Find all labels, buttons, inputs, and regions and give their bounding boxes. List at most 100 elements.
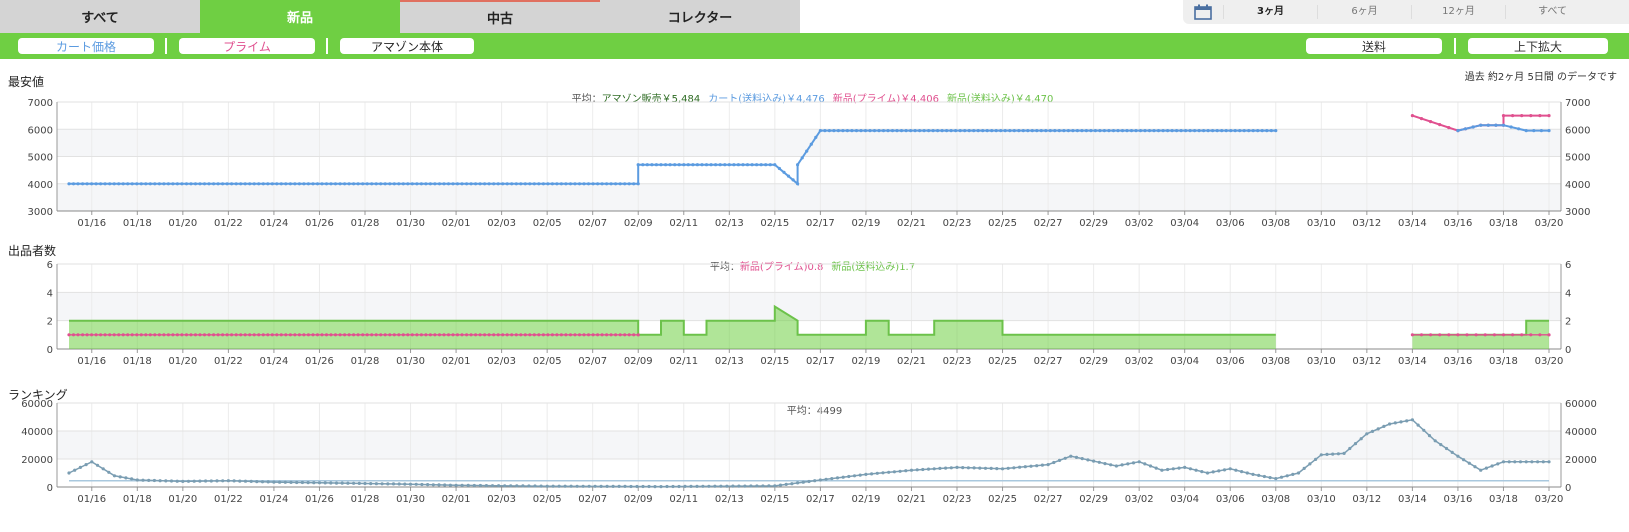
ranking-line-point: [478, 483, 482, 488]
price-cart-line-point: [455, 182, 460, 186]
ranking-line-point: [317, 481, 322, 485]
price-x-tick-label: 02/03: [487, 218, 516, 229]
sellers-prime-line-point: [144, 333, 148, 337]
price-cart-line-point: [234, 182, 238, 186]
price-cart-line-point: [144, 182, 148, 186]
ranking-line-point: [1097, 460, 1101, 464]
amazon-toggle[interactable]: アマゾン本体: [340, 38, 474, 54]
ranking-line-point: [1052, 460, 1056, 465]
ranking-line-point: [509, 484, 513, 488]
ranking-x-tick-label: 03/08: [1261, 494, 1290, 505]
price-cart-line-late-point: [1486, 123, 1490, 127]
ranking-line-point: [484, 484, 488, 488]
price-cart-line-point: [523, 182, 527, 186]
ranking-line-point: [790, 482, 794, 486]
range-3m[interactable]: 3ヶ月: [1223, 5, 1317, 19]
zoom-toggle[interactable]: 上下拡大: [1468, 38, 1608, 54]
price-cart-line-point: [1233, 129, 1237, 133]
sellers-prime-line-point: [94, 333, 98, 337]
ranking-line-point: [1279, 475, 1284, 479]
price-cart-line-point: [275, 182, 279, 186]
price-cart-line-point: [841, 129, 845, 133]
tab-new[interactable]: 新品: [200, 0, 400, 33]
sellers-x-tick-label: 03/14: [1398, 356, 1427, 367]
price-cart-line-point: [1166, 129, 1170, 133]
sellers-prime-line-point: [460, 333, 464, 337]
ranking-line-point: [490, 484, 495, 488]
legend-prime[interactable]: 新品(プライム)￥4,406: [832, 94, 939, 105]
tab-all[interactable]: すべて: [0, 0, 200, 33]
ranking-line-point: [118, 475, 122, 479]
tab-used[interactable]: 中古: [400, 0, 600, 33]
price-y-tick-label-right: 4000: [1565, 180, 1590, 191]
price-cart-line-point: [786, 174, 791, 178]
sellers-prime-line-point: [157, 333, 161, 337]
sellers-prime-line-late-point: [1465, 333, 1469, 337]
price-average-legend: 平均：アマゾン販売￥5,484 カート(送料込み)￥4,476 新品(プライム)￥4…: [571, 94, 1054, 105]
legend-sellers-prime[interactable]: 新品(プライム)0.8: [739, 262, 824, 273]
tab-collector[interactable]: コレクター: [600, 0, 800, 33]
price-cart-line-point: [108, 182, 112, 186]
price-cart-line-point: [1111, 129, 1116, 133]
ranking-line-point: [1148, 464, 1153, 468]
price-x-tick-label: 01/30: [396, 218, 425, 229]
price-y-tick-label-left: 5000: [28, 153, 53, 164]
ranking-line-point: [683, 484, 687, 488]
ranking-line-point: [749, 484, 753, 488]
cart-price-toggle[interactable]: カート価格: [18, 38, 154, 54]
price-x-tick-label: 02/17: [806, 218, 835, 229]
sellers-prime-line-point: [288, 333, 292, 337]
ranking-line-point: [101, 467, 105, 471]
price-cart-line-point: [945, 129, 949, 133]
price-y-tick-label-right: 3000: [1565, 207, 1590, 218]
price-x-tick-label: 02/19: [852, 218, 881, 229]
price-cart-line-point: [1175, 129, 1179, 133]
ranking-line-point: [725, 484, 729, 488]
sellers-prime-line-point: [184, 333, 189, 337]
range-6m[interactable]: 6ヶ月: [1317, 5, 1411, 19]
sellers-prime-line-point: [623, 333, 627, 337]
sellers-x-tick-label: 01/26: [305, 356, 334, 367]
legend-new[interactable]: 新品(送料込み)￥4,470: [946, 94, 1054, 105]
prime-toggle[interactable]: プライム: [179, 38, 315, 54]
price-cart-line-point: [279, 182, 283, 186]
shipping-toggle[interactable]: 送料: [1306, 38, 1442, 54]
sellers-prime-line-late-point: [1419, 333, 1424, 337]
range-12m[interactable]: 12ヶ月: [1411, 5, 1505, 19]
ranking-line-point: [938, 466, 942, 470]
price-x-tick-label: 02/07: [578, 218, 607, 229]
range-all[interactable]: すべて: [1505, 5, 1599, 19]
ranking-x-tick-label: 02/03: [487, 494, 516, 505]
price-cart-line-point: [768, 163, 772, 167]
ranking-x-tick-label: 02/27: [1034, 494, 1063, 505]
ranking-line-point: [755, 484, 759, 488]
price-cart-line-point: [1184, 129, 1188, 133]
price-cart-line-point: [257, 182, 261, 186]
sellers-prime-line-point: [559, 333, 564, 337]
sellers-new-area-line: [69, 304, 1276, 336]
legend-sellers-new[interactable]: 新品(送料込み)1.7: [831, 262, 916, 273]
price-cart-line-point: [659, 163, 663, 167]
calendar-icon[interactable]: [1183, 0, 1223, 24]
ranking-line-point: [226, 479, 230, 483]
price-cart-line-point: [899, 129, 904, 133]
price-cart-line-point: [863, 129, 868, 133]
price-cart-line-point: [800, 156, 804, 160]
legend-amazon[interactable]: アマゾン販売￥5,484: [601, 94, 701, 105]
sellers-prime-line-point: [487, 333, 491, 337]
price-prime-line-point: [1511, 114, 1515, 118]
ranking-line-point: [1530, 460, 1534, 464]
price-cart-line-point: [1066, 129, 1070, 133]
price-cart-line-point: [1238, 129, 1242, 133]
price-cart-line-point: [1170, 129, 1174, 133]
legend-cart[interactable]: カート(送料込み)￥4,476: [708, 94, 825, 105]
divider: [326, 38, 328, 54]
ranking-line-point: [915, 468, 919, 472]
ranking-x-tick-label: 03/16: [1444, 494, 1473, 505]
ranking-x-tick-label: 03/12: [1352, 494, 1381, 505]
price-x-tick-label: 02/15: [760, 218, 789, 229]
ranking-line-point: [503, 484, 507, 488]
sellers-prime-line-point: [483, 333, 487, 337]
sellers-x-tick-label: 02/11: [669, 356, 698, 367]
